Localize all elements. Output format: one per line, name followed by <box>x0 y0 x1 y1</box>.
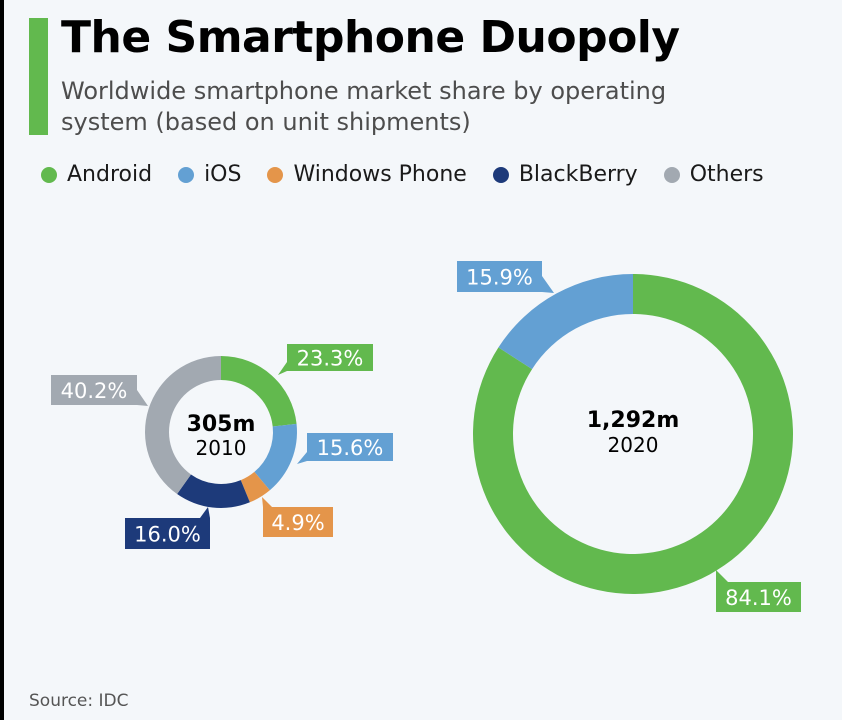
legend-label: BlackBerry <box>518 162 638 187</box>
data-label-android-2020: 84.1% <box>725 586 792 610</box>
legend-dot-icon <box>178 167 195 183</box>
source-note: Source: IDC <box>29 691 129 711</box>
legend-dot-icon <box>663 167 680 183</box>
callout-pointer <box>278 362 287 375</box>
chart-subtitle: Worldwide smartphone market share by ope… <box>61 77 667 136</box>
slice-android-2010 <box>221 356 297 427</box>
callout-pointer <box>200 507 210 518</box>
data-label-box <box>716 582 801 612</box>
legend-item-ios: iOS <box>178 160 241 190</box>
slice-windows-phone-2010 <box>240 471 270 503</box>
center-total-2010: 305m <box>187 412 256 437</box>
legend-dot-icon <box>492 167 509 183</box>
legend-item-blackberry: BlackBerry <box>492 160 638 190</box>
data-label-ios-2020: 15.9% <box>466 266 533 290</box>
slice-ios-2010 <box>254 423 297 491</box>
data-label-box <box>287 344 373 371</box>
data-label-box <box>125 518 210 549</box>
slice-others-2010 <box>145 356 221 495</box>
legend-label: iOS <box>204 162 242 187</box>
data-label-box <box>263 507 333 537</box>
callout-pointer <box>716 570 728 582</box>
data-label-box <box>51 375 137 405</box>
donut-2010: 23.3% 15.6% 4.9% 16.0% 40.2% <box>51 344 393 549</box>
callout-pointer <box>137 390 148 406</box>
data-label-ios-2010: 15.6% <box>317 436 384 460</box>
legend-item-windows-phone: Windows Phone <box>267 160 467 190</box>
legend-label: Android <box>67 162 153 187</box>
donut-2020: 84.1% 15.9% <box>457 261 801 612</box>
data-label-box <box>307 433 393 461</box>
legend-label: Windows Phone <box>293 162 467 187</box>
callout-pointer <box>262 497 272 507</box>
data-label-box <box>457 261 542 292</box>
data-label-others-2010: 40.2% <box>61 379 128 403</box>
legend-dot-icon <box>41 167 57 183</box>
legend-item-others: Others <box>663 160 764 190</box>
center-year-2010: 2010 <box>196 436 247 460</box>
data-label-blackberry-2010: 16.0% <box>134 523 201 547</box>
callout-pointer <box>542 276 554 293</box>
title-accent-bar <box>29 18 48 135</box>
center-year-2020: 2020 <box>608 433 659 457</box>
slice-ios-2020 <box>498 274 633 370</box>
legend-label: Others <box>689 162 764 187</box>
slice-blackberry-2010 <box>177 474 250 509</box>
legend: Android iOS Windows Phone BlackBerry Oth… <box>41 160 790 190</box>
center-total-2020: 1,292m <box>587 408 680 433</box>
legend-item-android: Android <box>41 160 152 190</box>
chart-title: The Smartphone Duopoly <box>61 12 680 63</box>
legend-dot-icon <box>267 167 284 183</box>
data-label-android-2010: 23.3% <box>297 347 364 371</box>
data-label-windows-phone-2010: 4.9% <box>271 511 324 535</box>
callout-pointer <box>297 452 307 464</box>
left-edge <box>0 0 4 720</box>
